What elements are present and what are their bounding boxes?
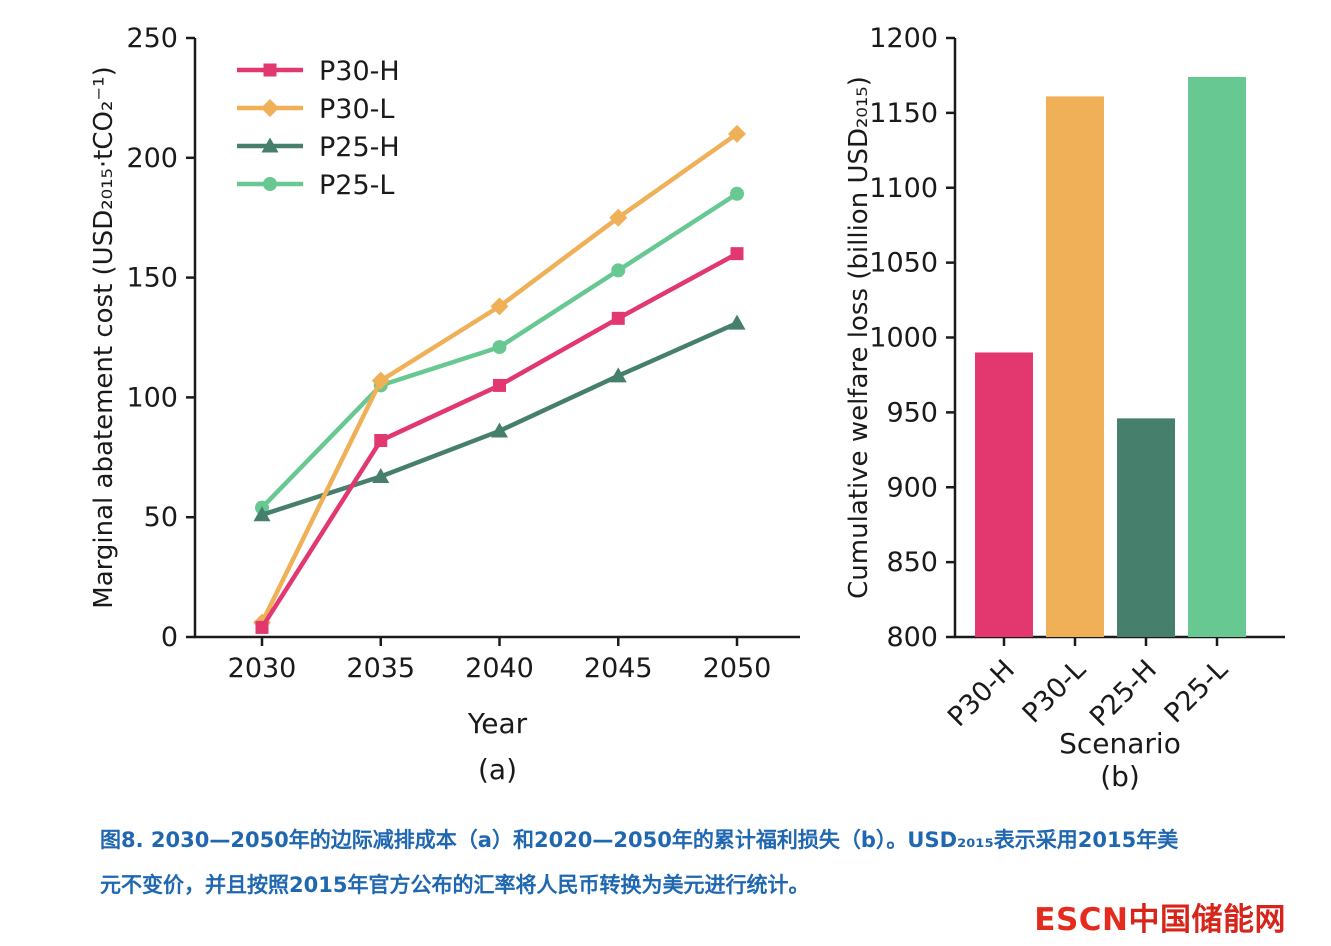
chart-b-y-tick-label: 850 [886,547,938,578]
legend-label-P30-H: P30-H [319,56,400,87]
legend-label-P25-H: P25-H [319,132,400,163]
chart-a-x-axis-label: Year [467,707,528,740]
legend-label-P30-L: P30-L [319,94,394,125]
chart-a-y-axis-label: Marginal abatement cost (USD₂₀₁₅·tCO₂⁻¹) [89,66,119,608]
series-line-P30-L [259,131,740,625]
chart-b-x-tick-label: P25-L [1159,654,1234,729]
square-marker [493,378,506,392]
square-marker [255,620,269,634]
chart-a-panel-label: (a) [478,753,517,786]
chart-b-y-tick-label: 1100 [869,173,938,204]
figure-caption: 图8. 2030—2050年的边际减排成本（a）和2020—2050年的累计福利… [100,818,1178,908]
chart-b-x-axis-label: Scenario [1059,727,1181,760]
chart-a-x-tick-label: 2035 [346,653,415,684]
chart-a-x-tick-label: 2040 [465,653,534,684]
circle-marker [611,263,626,278]
chart-b-y-tick-label: 800 [886,622,938,653]
chart-a-y-tick-label: 0 [161,622,178,653]
bar-P25-L [1188,76,1246,637]
diamond-marker [728,124,746,143]
circle-marker [730,186,744,201]
square-marker [374,434,388,448]
legend-label-P25-L: P25-L [319,170,394,201]
chart-b-x-tick-label: P30-H [942,654,1021,733]
chart-b-x-tick-label: P25-H [1084,654,1163,733]
chart-a-y-tick-label: 200 [126,143,178,174]
chart-a-x-tick-label: 2050 [703,653,772,684]
chart-b-y-tick-label: 900 [886,472,938,503]
square-marker [263,63,277,77]
chart-b-y-tick-label: 1150 [869,98,938,129]
bar-P30-L [1046,96,1104,638]
diamond-marker [490,297,509,316]
triangle-marker [609,367,627,383]
chart-a-y-tick-label: 100 [126,382,178,413]
chart-b-panel-label: (b) [1100,760,1140,793]
diamond-marker [261,99,279,117]
chart-b-y-tick-label: 950 [886,397,938,428]
bar-P30-H [975,352,1033,637]
chart-a-y-tick-label: 250 [126,23,178,54]
square-marker [611,311,625,325]
line-chart-marginal-abatement-cost: 0 50 100 150 200 250 2030 2035 2040 2045 2050 Year (… [89,23,800,786]
chart-b-y-tick-label: 1050 [869,248,938,279]
chart-a-y-tick-label: 50 [144,502,178,533]
chart-a-y-tick-label: 150 [126,263,178,294]
escn-logo: ESCN中国储能网 [1034,894,1286,939]
circle-marker [492,340,507,355]
diamond-marker [371,371,390,390]
chart-a-x-tick-label: 2045 [584,653,653,684]
triangle-marker [491,422,508,438]
circle-marker [263,177,277,191]
square-marker [730,247,744,261]
triangle-marker [261,137,279,153]
logo-cjk-text: 中国储能网 [1128,902,1286,938]
triangle-marker [372,467,390,483]
chart-b-x-tick-label: P30-L [1017,654,1092,729]
caption-line-2: 元不变价，并且按照2015年官方公布的汇率将人民币转换为美元进行统计。 [100,873,810,897]
chart-b-y-axis-label: Cumulative welfare loss (billion USD₂₀₁₅… [845,76,874,599]
triangle-marker [253,506,271,522]
chart-b-y-tick-label: 1200 [869,23,938,54]
bar-chart-cumulative-welfare-loss: 800 850 900 950 1000 1050 1100 1150 1200 P30-HP30… [845,23,1285,793]
caption-line-1: 图8. 2030—2050年的边际减排成本（a）和2020—2050年的累计福利… [100,828,1179,852]
chart-a-x-tick-label: 2030 [228,653,297,684]
logo-latin-text: ESCN [1034,902,1129,938]
chart-b-y-tick-label: 1000 [869,323,938,354]
diamond-marker [609,208,628,227]
triangle-marker [728,314,746,330]
bar-P25-H [1117,418,1175,637]
